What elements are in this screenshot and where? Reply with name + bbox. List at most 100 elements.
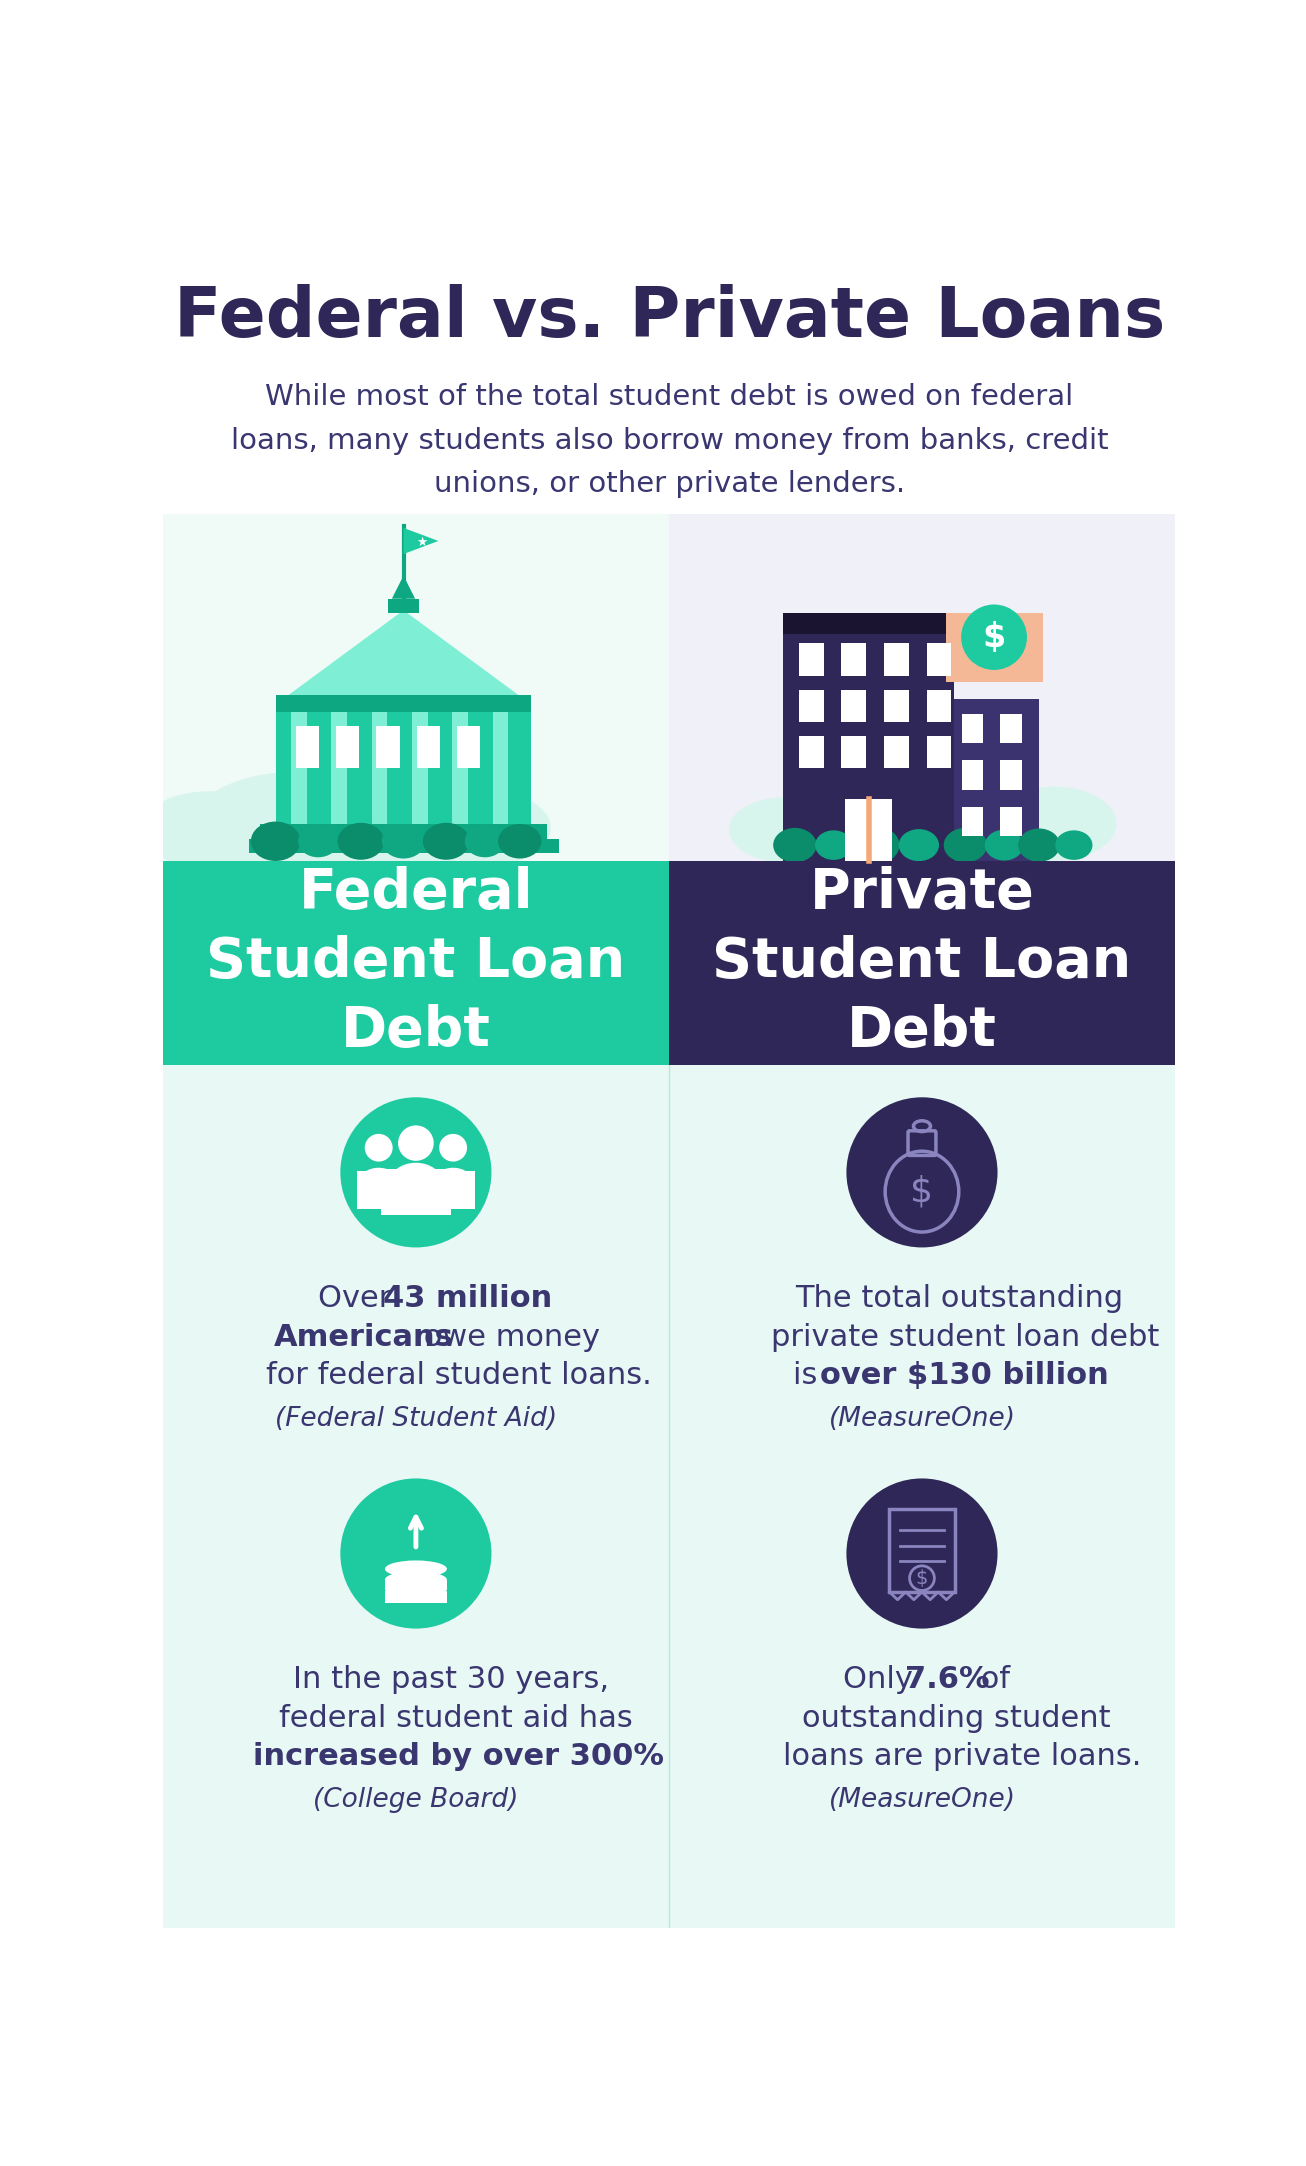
FancyBboxPatch shape xyxy=(163,513,670,869)
Ellipse shape xyxy=(846,1098,998,1248)
FancyBboxPatch shape xyxy=(357,1172,401,1209)
FancyBboxPatch shape xyxy=(799,689,824,721)
Ellipse shape xyxy=(423,823,469,860)
Text: federal student aid has: federal student aid has xyxy=(278,1705,632,1733)
FancyBboxPatch shape xyxy=(388,598,419,613)
Ellipse shape xyxy=(784,780,938,864)
Text: Americans: Americans xyxy=(274,1323,454,1352)
FancyBboxPatch shape xyxy=(381,1167,451,1215)
FancyBboxPatch shape xyxy=(452,713,468,823)
FancyBboxPatch shape xyxy=(841,736,866,769)
Ellipse shape xyxy=(298,825,338,858)
Ellipse shape xyxy=(385,1570,447,1588)
Text: outstanding student: outstanding student xyxy=(802,1705,1111,1733)
Ellipse shape xyxy=(341,1098,491,1248)
FancyBboxPatch shape xyxy=(291,713,307,823)
FancyBboxPatch shape xyxy=(492,713,508,823)
Text: Federal
Student Loan
Debt: Federal Student Loan Debt xyxy=(206,866,626,1057)
FancyBboxPatch shape xyxy=(961,806,983,836)
Ellipse shape xyxy=(341,1479,491,1629)
Text: 43 million: 43 million xyxy=(383,1284,551,1313)
Text: ★: ★ xyxy=(415,535,427,548)
Ellipse shape xyxy=(985,830,1024,860)
Ellipse shape xyxy=(427,791,551,864)
FancyBboxPatch shape xyxy=(946,613,1043,682)
Ellipse shape xyxy=(961,604,1027,669)
FancyBboxPatch shape xyxy=(670,860,1175,1064)
Ellipse shape xyxy=(1055,830,1093,860)
Text: $: $ xyxy=(916,1568,929,1588)
Ellipse shape xyxy=(884,791,1024,866)
FancyBboxPatch shape xyxy=(884,736,909,769)
Text: Federal vs. Private Loans: Federal vs. Private Loans xyxy=(174,284,1165,351)
Ellipse shape xyxy=(846,1479,998,1629)
Ellipse shape xyxy=(773,827,816,862)
Text: 7.6%: 7.6% xyxy=(905,1666,990,1694)
FancyBboxPatch shape xyxy=(784,630,953,860)
Circle shape xyxy=(364,1133,393,1161)
FancyBboxPatch shape xyxy=(260,823,547,838)
Ellipse shape xyxy=(993,786,1117,860)
FancyBboxPatch shape xyxy=(927,736,952,769)
FancyBboxPatch shape xyxy=(927,689,952,721)
Text: (MeasureOne): (MeasureOne) xyxy=(828,1406,1016,1432)
FancyBboxPatch shape xyxy=(927,643,952,676)
FancyBboxPatch shape xyxy=(385,1592,447,1603)
FancyBboxPatch shape xyxy=(799,736,824,769)
FancyBboxPatch shape xyxy=(1000,760,1023,791)
Ellipse shape xyxy=(140,791,279,869)
Ellipse shape xyxy=(389,1163,443,1204)
FancyBboxPatch shape xyxy=(372,713,387,823)
Text: Only: Only xyxy=(844,1666,923,1694)
FancyBboxPatch shape xyxy=(276,695,532,713)
FancyBboxPatch shape xyxy=(1000,715,1023,743)
Ellipse shape xyxy=(1019,827,1060,862)
FancyBboxPatch shape xyxy=(670,513,1175,869)
FancyBboxPatch shape xyxy=(953,700,1040,860)
Text: .: . xyxy=(1043,1360,1053,1391)
FancyBboxPatch shape xyxy=(845,799,892,860)
Circle shape xyxy=(398,1126,434,1161)
FancyBboxPatch shape xyxy=(884,689,909,721)
FancyBboxPatch shape xyxy=(799,643,824,676)
Text: In the past 30 years,: In the past 30 years, xyxy=(294,1666,610,1694)
Ellipse shape xyxy=(815,830,853,860)
Text: $: $ xyxy=(982,622,1006,654)
FancyBboxPatch shape xyxy=(417,726,440,769)
Text: owe money: owe money xyxy=(414,1323,599,1352)
Text: (College Board): (College Board) xyxy=(313,1787,518,1813)
Polygon shape xyxy=(392,576,415,598)
FancyBboxPatch shape xyxy=(332,713,347,823)
Text: private student loan debt: private student loan debt xyxy=(772,1323,1160,1352)
Ellipse shape xyxy=(326,788,481,873)
Ellipse shape xyxy=(498,823,542,858)
FancyBboxPatch shape xyxy=(336,726,359,769)
FancyBboxPatch shape xyxy=(1000,806,1023,836)
FancyBboxPatch shape xyxy=(431,1172,475,1209)
Ellipse shape xyxy=(465,825,505,858)
FancyBboxPatch shape xyxy=(163,860,670,1064)
FancyBboxPatch shape xyxy=(961,760,983,791)
Ellipse shape xyxy=(358,1167,400,1200)
Text: $: $ xyxy=(910,1174,934,1209)
Text: increased by over 300%: increased by over 300% xyxy=(253,1741,663,1772)
FancyBboxPatch shape xyxy=(841,689,866,721)
Text: of: of xyxy=(970,1666,1010,1694)
Text: is: is xyxy=(793,1360,827,1391)
Polygon shape xyxy=(404,529,439,554)
Text: Private
Student Loan
Debt: Private Student Loan Debt xyxy=(712,866,1131,1057)
FancyBboxPatch shape xyxy=(457,726,481,769)
FancyBboxPatch shape xyxy=(376,726,400,769)
FancyBboxPatch shape xyxy=(385,1579,447,1590)
FancyBboxPatch shape xyxy=(784,613,953,635)
Ellipse shape xyxy=(944,827,987,862)
Ellipse shape xyxy=(385,1583,447,1601)
FancyBboxPatch shape xyxy=(841,643,866,676)
Circle shape xyxy=(439,1133,468,1161)
Ellipse shape xyxy=(853,827,900,864)
Text: Over: Over xyxy=(319,1284,401,1313)
FancyBboxPatch shape xyxy=(163,1064,1175,1928)
FancyBboxPatch shape xyxy=(248,838,559,853)
FancyBboxPatch shape xyxy=(276,713,532,823)
Ellipse shape xyxy=(432,1167,474,1200)
